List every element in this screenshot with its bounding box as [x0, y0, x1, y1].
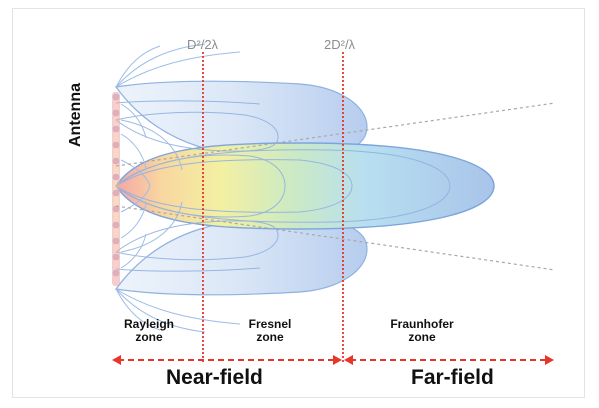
fraunhofer-zone-label: Fraunhofer zone	[383, 318, 461, 344]
fresnel-zone-line1: Fresnel	[248, 317, 292, 331]
fresnel-zone-line2: zone	[256, 330, 284, 344]
rayleigh-zone-label: Rayleigh zone	[118, 318, 180, 344]
near-field-label: Near-field	[166, 366, 263, 389]
near-boundary-formula: D²/2λ	[187, 37, 219, 52]
far-boundary-formula: 2D²/λ	[324, 37, 356, 52]
rayleigh-zone-line2: zone	[135, 330, 163, 344]
antenna-label: Antenna	[67, 83, 84, 147]
far-field-label: Far-field	[411, 366, 494, 389]
rayleigh-zone-line1: Rayleigh	[123, 317, 174, 331]
fresnel-zone-label: Fresnel zone	[240, 318, 300, 344]
fraunhofer-zone-line1: Fraunhofer	[390, 317, 454, 331]
fraunhofer-zone-line2: zone	[408, 330, 436, 344]
